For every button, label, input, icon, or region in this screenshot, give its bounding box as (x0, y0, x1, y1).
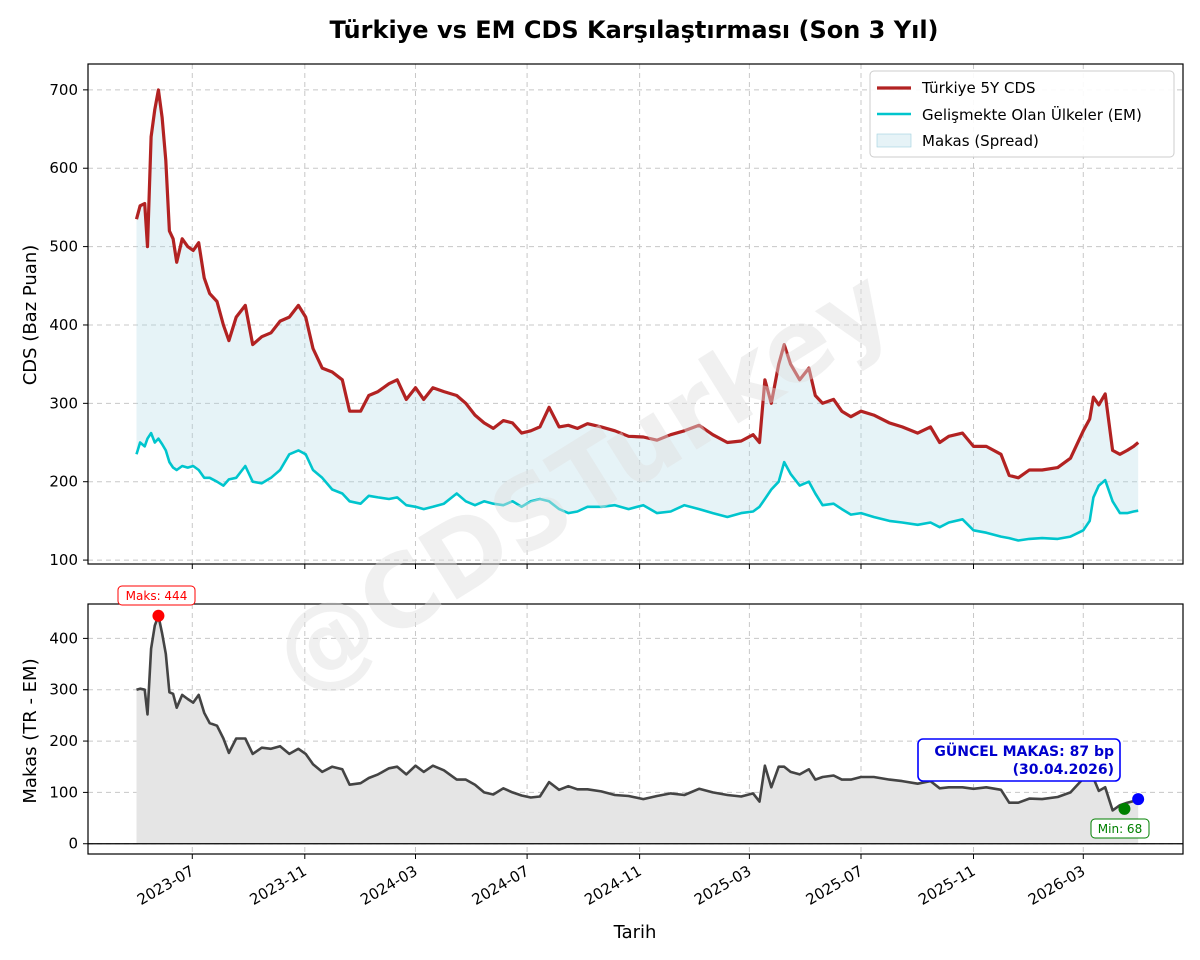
x-tick-label: 2025-07 (803, 862, 866, 909)
min-label: Min: 68 (1098, 822, 1142, 836)
current-label-line1: GÜNCEL MAKAS: 87 bp (934, 742, 1114, 760)
turkey-cds-line (134, 88, 1140, 480)
current-label-box (917, 738, 1121, 782)
x-tick-label: 2024-07 (469, 862, 532, 909)
bottom-y-tick-label: 0 (68, 835, 78, 853)
x-tick-label: 2023-07 (134, 862, 197, 909)
spread-band (136, 89, 1139, 541)
legend-box (869, 70, 1175, 158)
bottom-y-tick-label: 300 (49, 681, 78, 699)
max-marker (152, 609, 165, 622)
bottom-y-tick-label: 400 (49, 629, 78, 647)
top-panel: 100 200 300 400 500 600 700 CDS (Baz Puan) Tür… (20, 63, 1184, 569)
top-y-tick-label: 100 (49, 551, 78, 569)
chart-title: Türkiye vs EM CDS Karşılaştırması (Son 3… (329, 16, 938, 44)
top-y-tick-label: 700 (49, 81, 78, 99)
top-y-tick-label: 300 (49, 394, 78, 412)
x-tick-label: 2024-11 (581, 862, 644, 909)
x-tick-label: 2025-03 (691, 862, 754, 909)
min-annotation: Min: 68 (1090, 802, 1150, 839)
top-y-axis-label: CDS (Baz Puan) (20, 245, 41, 386)
bottom-y-tick-label: 100 (49, 783, 78, 801)
x-tick-label: 2026-03 (1025, 862, 1088, 909)
top-y-tick-label: 500 (49, 238, 78, 256)
top-axes-frame (87, 63, 1184, 565)
top-x-ticks (191, 564, 1084, 569)
top-y-ticks: 100 200 300 400 500 600 700 (49, 81, 88, 569)
current-annotation: GÜNCEL MAKAS: 87 bp (30.04.2026) (917, 738, 1145, 806)
top-y-tick-label: 200 (49, 473, 78, 491)
legend-label-spread: Makas (Spread) (922, 132, 1039, 150)
top-y-tick-label: 600 (49, 159, 78, 177)
bottom-axes-frame (87, 603, 1184, 855)
bottom-y-axis-label: Makas (TR - EM) (20, 658, 41, 803)
max-label-box (117, 585, 196, 606)
min-label-box (1090, 818, 1150, 839)
legend-label-turkey: Türkiye 5Y CDS (921, 79, 1036, 97)
min-marker (1118, 802, 1131, 815)
legend-label-em: Gelişmekte Olan Ülkeler (EM) (922, 105, 1142, 124)
bottom-y-tick-label: 200 (49, 732, 78, 750)
x-axis-label: Tarih (613, 922, 657, 943)
max-label: Maks: 444 (126, 589, 188, 603)
bottom-x-ticks: 2023-07 2023-11 2024-03 2024-07 2024-11 2025-… (134, 854, 1088, 909)
bottom-panel: 0 100 200 300 400 2023-07 2023-11 2024-03 2024-… (20, 585, 1184, 943)
em-cds-line (135, 431, 1139, 542)
x-tick-label: 2025-11 (915, 862, 978, 909)
x-tick-label: 2023-11 (247, 862, 310, 909)
spread-area (136, 615, 1139, 844)
legend: Türkiye 5Y CDS Gelişmekte Olan Ülkeler (… (869, 70, 1175, 158)
spread-line (136, 614, 1139, 812)
x-tick-label: 2024-03 (357, 862, 420, 909)
top-y-tick-label: 400 (49, 316, 78, 334)
current-label-line2: (30.04.2026) (1013, 762, 1114, 778)
current-marker (1132, 793, 1145, 806)
bottom-y-ticks: 0 100 200 300 400 (49, 629, 88, 853)
max-annotation: Maks: 444 (117, 585, 196, 622)
legend-swatch-spread (876, 133, 912, 148)
